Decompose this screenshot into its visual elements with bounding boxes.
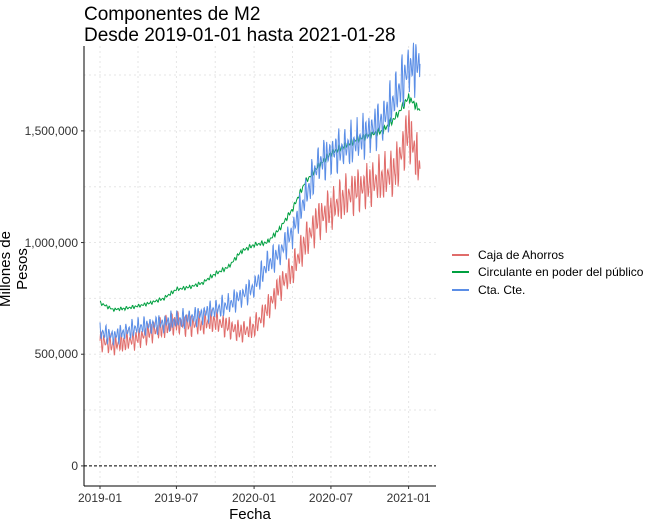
legend-item: Caja de Ahorros (452, 246, 643, 264)
chart-title-main: Componentes de M2 (84, 4, 261, 25)
legend-key-swatch (452, 253, 469, 256)
series-line-3 (99, 42, 421, 346)
x-tick-label: 2019-07 (154, 491, 199, 505)
y-tick-label: 500,000 (34, 347, 78, 362)
x-tick-label: 2020-07 (308, 491, 353, 505)
legend-item: Circulante en poder del público (452, 264, 643, 282)
y-tick-label: 1,000,000 (24, 235, 78, 250)
legend: Caja de Ahorros Circulante en poder del p… (452, 246, 643, 299)
series-layer (99, 42, 421, 356)
legend-item: Cta. Cte. (452, 281, 643, 299)
y-tick-label: 1,500,000 (24, 123, 78, 138)
legend-label: Circulante en poder del público (478, 265, 644, 280)
x-tick-label: 2021-01 (386, 491, 431, 505)
axes (81, 46, 436, 489)
legend-key-swatch (452, 288, 469, 291)
y-axis-label: Millones de Pesos (0, 231, 31, 307)
series-line-1 (99, 110, 421, 356)
grid (84, 46, 436, 486)
legend-key-swatch (452, 271, 469, 274)
x-axis-label: Fecha (229, 506, 271, 523)
chart-subtitle: Desde 2019-01-01 hasta 2021-01-28 (84, 25, 396, 46)
legend-items: Caja de Ahorros Circulante en poder del p… (452, 246, 643, 299)
x-tick-label: 2019-01 (77, 491, 123, 505)
legend-label: Caja de Ahorros (478, 247, 565, 262)
legend-label: Cta. Cte. (478, 282, 526, 297)
chart-title: Componentes de M2 Desde 2019-01-01 hasta… (84, 4, 396, 46)
y-tick-label: 0 (71, 458, 78, 473)
x-tick-label: 2020-01 (232, 491, 277, 505)
